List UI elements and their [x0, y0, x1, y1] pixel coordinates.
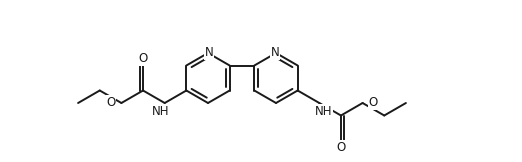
- Text: O: O: [369, 97, 378, 110]
- Text: N: N: [205, 46, 213, 59]
- Text: NH: NH: [152, 105, 170, 118]
- Text: O: O: [336, 141, 346, 154]
- Text: NH: NH: [315, 105, 332, 118]
- Text: N: N: [270, 46, 279, 59]
- Text: O: O: [138, 52, 148, 65]
- Text: O: O: [106, 96, 115, 109]
